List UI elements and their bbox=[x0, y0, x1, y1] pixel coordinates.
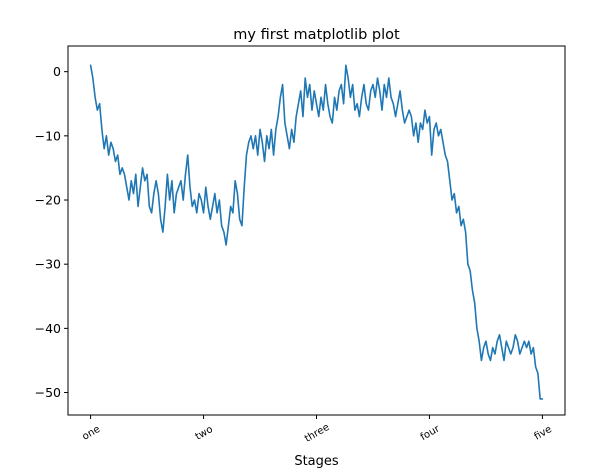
x-axis-label: Stages bbox=[294, 454, 339, 468]
series-line-0 bbox=[89, 64, 544, 400]
y-tick-label: 0 bbox=[53, 64, 61, 79]
axes-frame bbox=[67, 45, 566, 416]
y-tick-label: −30 bbox=[35, 257, 61, 272]
y-tick-label: −50 bbox=[35, 385, 61, 400]
plot-area bbox=[89, 64, 544, 400]
chart-title: my first matplotlib plot bbox=[233, 27, 400, 43]
y-tick-label: −10 bbox=[35, 128, 61, 143]
y-axis: 0 −10 −20 −30 −40 −50 bbox=[35, 64, 68, 400]
y-tick-label: −40 bbox=[35, 321, 61, 336]
y-tick-label: −20 bbox=[35, 193, 61, 208]
